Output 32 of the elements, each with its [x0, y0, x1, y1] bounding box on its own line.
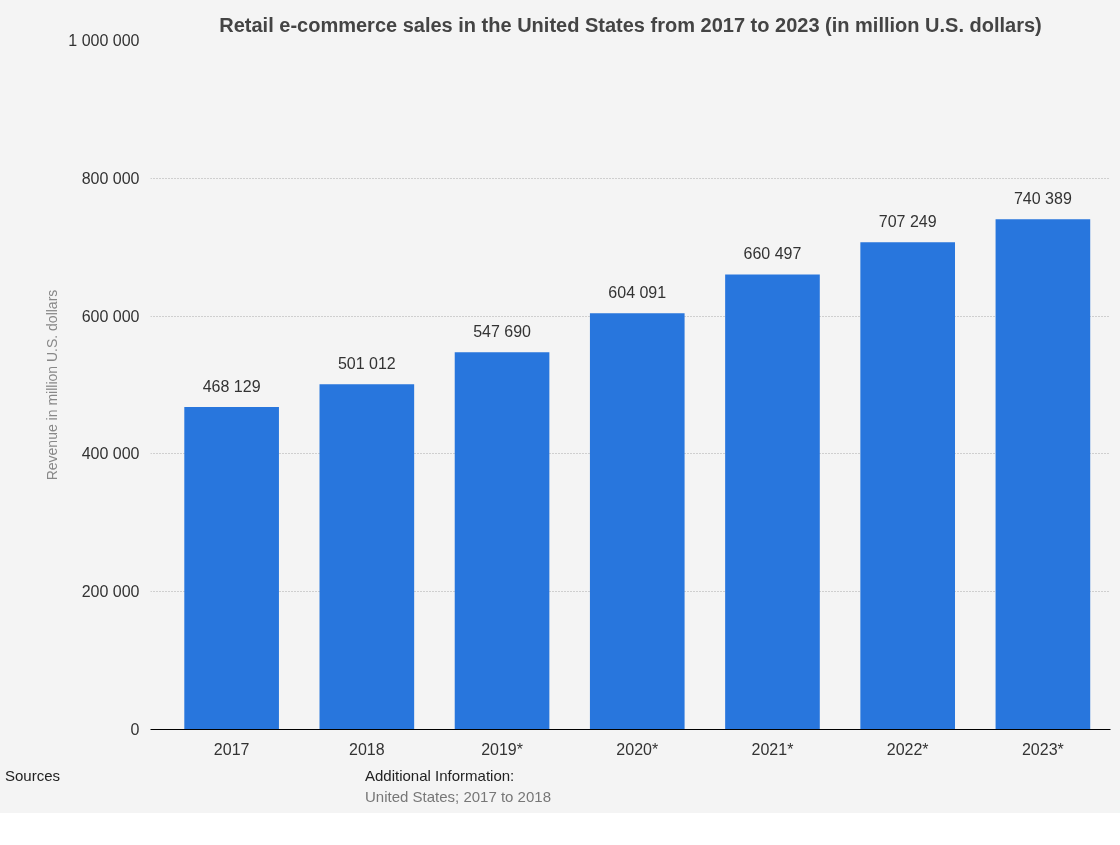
y-tick-label: 0 [130, 721, 140, 738]
y-tick-label: 200 000 [81, 583, 140, 601]
text: 468 129 [202, 377, 261, 395]
text: 740 389 [1013, 190, 1072, 208]
bar [589, 313, 685, 730]
x-tick-label: 2017 [213, 740, 250, 758]
y-tick-label: 600 000 [81, 307, 140, 325]
bar [725, 274, 820, 730]
text: 604 091 [608, 284, 667, 302]
text: United States; 2017 to 2018 [365, 787, 551, 808]
chart-title: Retail e-commerce sales in the United States from 2017 to 2023 (in million U.S. dollars) [219, 13, 1042, 36]
x-tick-label: 2018 [349, 740, 385, 758]
text: Sources [5, 766, 61, 786]
y-tick-label: 400 000 [81, 445, 140, 463]
x-tick-label: 2020* [616, 740, 659, 758]
text: 547 690 [473, 323, 531, 341]
y-tick-label: 800 000 [81, 169, 140, 187]
text: 660 497 [743, 245, 802, 263]
bar [319, 384, 415, 730]
x-tick-label: 2022* [886, 740, 929, 758]
x-tick-label: 2019* [481, 740, 523, 758]
text: 501 012 [337, 355, 396, 373]
bar [995, 219, 1091, 730]
y-axis-title: Revenue in million U.S. dollars [44, 289, 61, 481]
x-tick-label: 2021* [751, 740, 794, 758]
bar [860, 242, 956, 730]
x-tick-label: 2023* [1021, 740, 1064, 758]
text: 707 249 [878, 213, 937, 231]
bar [454, 352, 550, 730]
bar [184, 406, 279, 730]
text: Additional Information: [365, 766, 516, 786]
y-tick-label: 1 000 000 [68, 32, 140, 49]
